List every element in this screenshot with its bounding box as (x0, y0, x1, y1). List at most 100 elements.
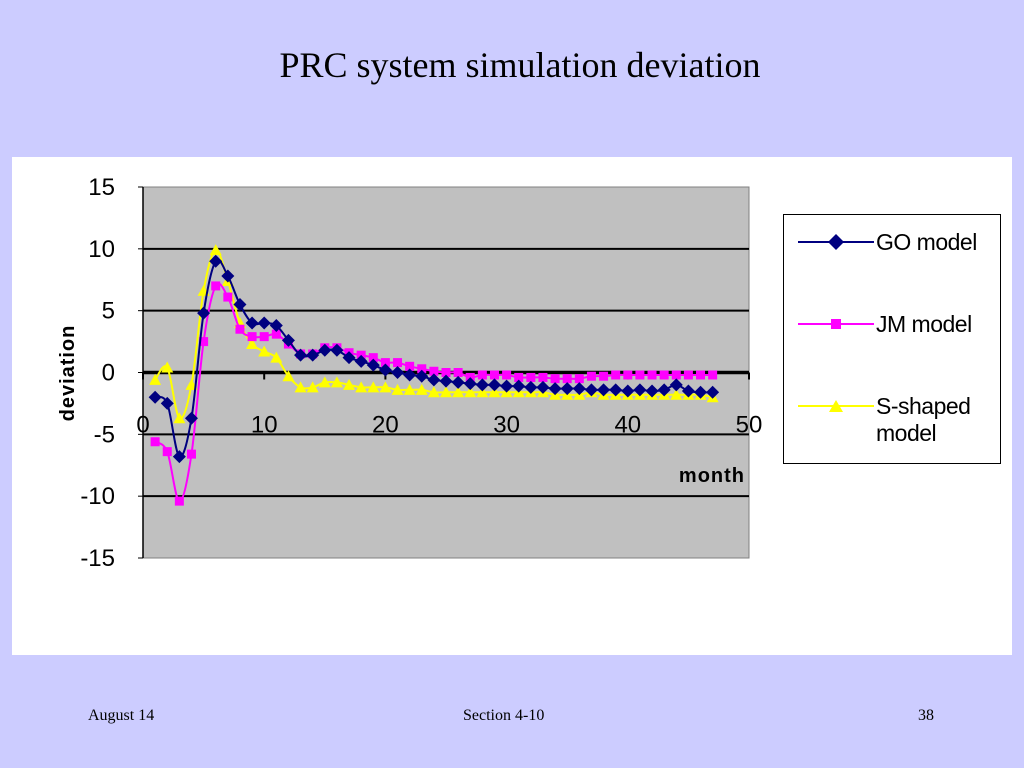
data-point (368, 353, 378, 363)
data-point (330, 343, 344, 357)
data-point (708, 370, 718, 380)
data-point (211, 281, 221, 291)
data-point (427, 373, 441, 387)
legend-label-s: S-shaped model (876, 393, 971, 446)
data-point (354, 354, 368, 368)
data-point (366, 358, 380, 372)
legend-label-jm: JM model (876, 311, 972, 337)
data-point (427, 386, 440, 398)
data-point (318, 343, 332, 357)
slide-title: PRC system simulation deviation (279, 45, 761, 85)
data-point (621, 384, 635, 398)
data-point (221, 269, 235, 283)
series-layer (148, 244, 720, 506)
data-point (367, 381, 380, 393)
data-point (453, 368, 463, 377)
data-point (306, 381, 319, 393)
data-point (440, 386, 452, 398)
data-point (294, 381, 307, 393)
data-point (403, 368, 417, 382)
x-tick-label: 20 (372, 412, 399, 439)
data-point (282, 370, 295, 382)
data-point (548, 382, 562, 396)
data-point (245, 316, 259, 330)
data-point (696, 370, 706, 380)
x-tick-label: 40 (614, 412, 641, 439)
data-point (586, 371, 596, 381)
data-point (403, 383, 416, 395)
data-point (611, 370, 621, 380)
data-point (538, 372, 548, 382)
data-point (560, 382, 574, 396)
data-point (247, 332, 257, 342)
data-point (681, 384, 695, 398)
data-point (441, 368, 451, 377)
data-point (562, 374, 572, 384)
data-point (197, 306, 211, 320)
data-point (659, 370, 669, 380)
data-point (487, 378, 501, 392)
data-point (476, 386, 489, 398)
data-point (184, 411, 198, 425)
x-tick-label: 50 (736, 412, 763, 439)
footer-page-number: 38 (918, 707, 934, 724)
data-point (488, 386, 501, 398)
data-point (694, 385, 708, 399)
x-tick-label: 10 (251, 412, 278, 439)
data-point (536, 380, 550, 394)
data-point (343, 378, 356, 390)
data-point (235, 324, 245, 334)
data-point (378, 363, 392, 377)
data-point (451, 375, 465, 389)
data-point (355, 381, 368, 393)
data-point (574, 374, 584, 384)
x-axis-label: month (679, 465, 745, 487)
data-point (259, 332, 269, 342)
data-point (671, 370, 681, 380)
data-point (281, 333, 295, 347)
data-point (475, 378, 489, 392)
y-tick-label: -10 (80, 483, 115, 510)
data-point (645, 384, 659, 398)
data-point (174, 496, 184, 506)
data-point (172, 450, 186, 464)
data-point (633, 383, 647, 397)
chart-panel: 15 10 5 0 -5 -10 -15 0 10 20 30 40 50 deviation mont… (12, 157, 1012, 655)
data-point (342, 351, 356, 365)
data-point (502, 370, 512, 380)
data-point (550, 374, 560, 384)
data-point (199, 337, 209, 347)
data-point (223, 292, 233, 302)
x-tick-label: 0 (136, 412, 149, 439)
data-point (452, 386, 465, 398)
legend-swatch-jm (798, 319, 874, 329)
data-point (209, 254, 223, 268)
data-point (514, 372, 524, 382)
data-point (161, 361, 174, 373)
y-axis-label: deviation (57, 325, 79, 422)
data-point (391, 366, 405, 379)
data-point (318, 376, 331, 388)
data-point (294, 348, 308, 362)
data-point (148, 390, 162, 404)
data-point (246, 338, 259, 350)
data-point (270, 351, 283, 363)
data-point (670, 388, 683, 400)
data-point (597, 383, 611, 397)
data-point (405, 361, 415, 371)
data-point (162, 447, 172, 457)
data-point (524, 380, 538, 394)
data-point (572, 382, 586, 396)
data-point (209, 244, 222, 256)
data-point (149, 373, 162, 385)
data-point (463, 377, 477, 391)
data-point (269, 319, 283, 333)
data-point (415, 369, 429, 383)
data-point (391, 383, 404, 395)
data-point (186, 449, 196, 459)
data-point (609, 383, 623, 397)
data-point (623, 370, 633, 380)
y-tick-label: 10 (88, 236, 115, 263)
data-point (584, 383, 598, 397)
